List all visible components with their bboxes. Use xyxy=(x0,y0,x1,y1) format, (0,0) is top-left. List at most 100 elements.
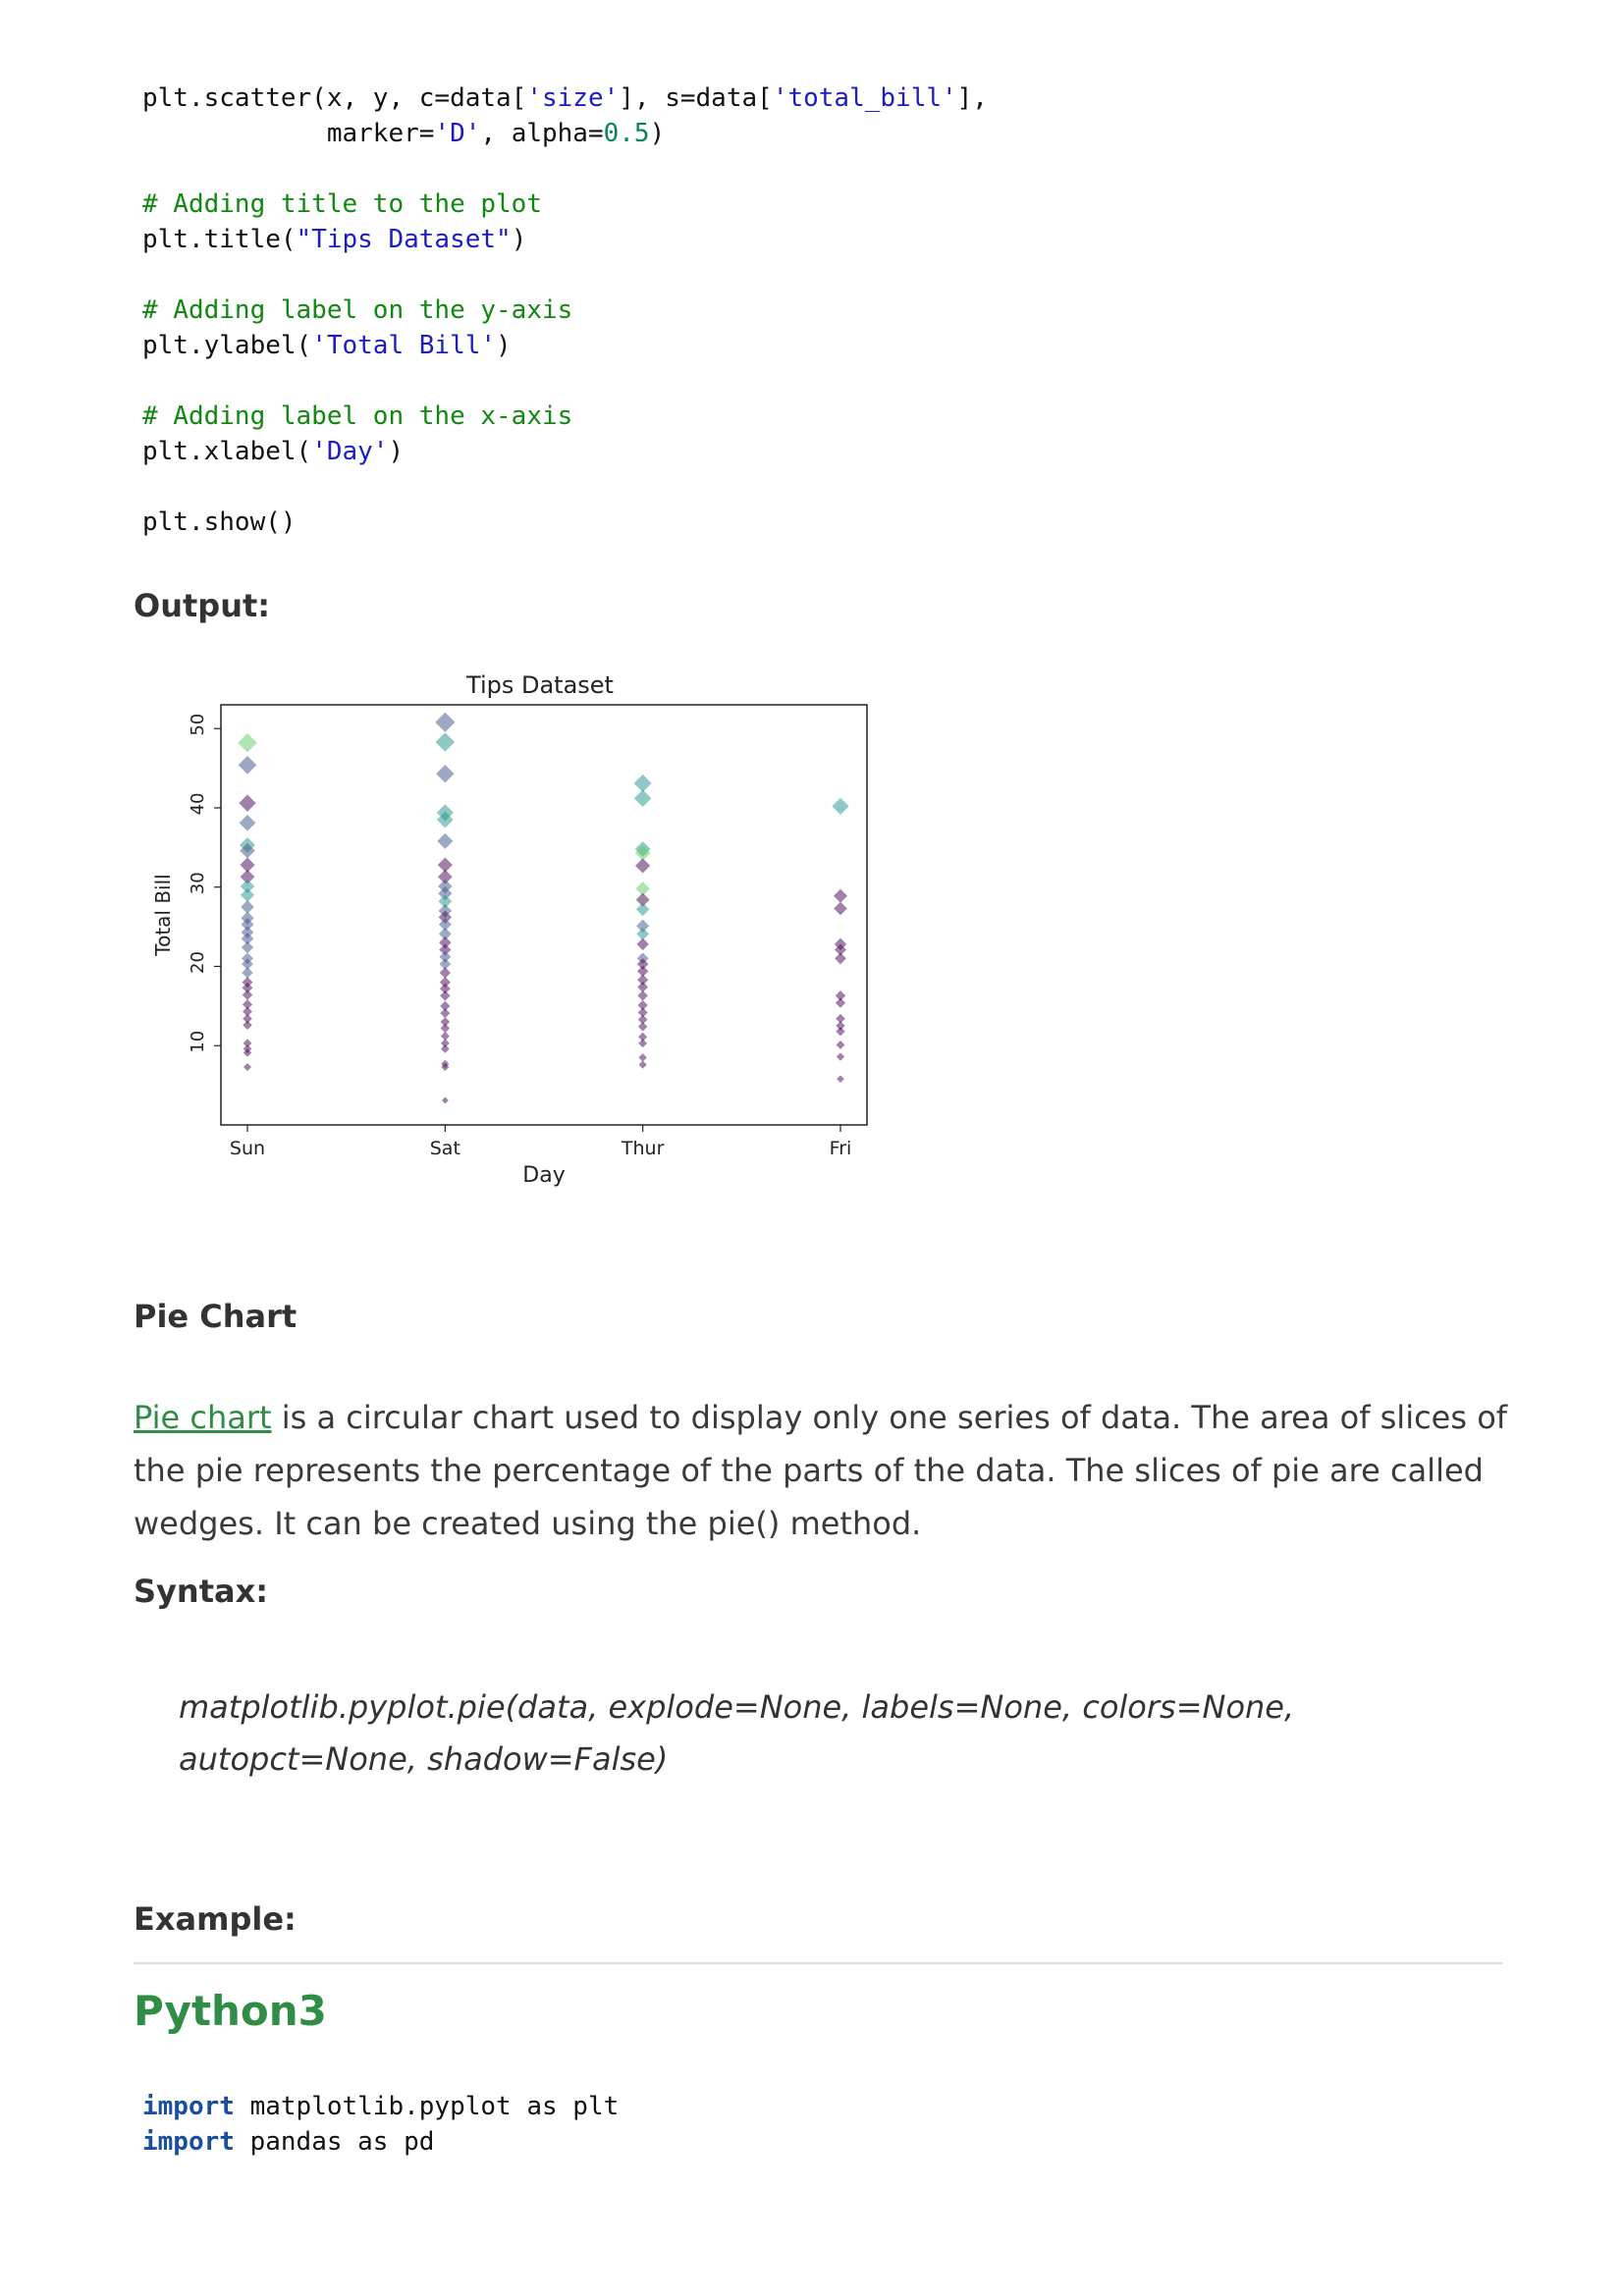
code-string: 'size' xyxy=(526,83,620,113)
scatter-point xyxy=(439,950,452,963)
code-token: pandas as pd xyxy=(234,2127,435,2157)
scatter-point xyxy=(636,928,650,940)
scatter-point xyxy=(438,928,452,940)
code-string: 'D' xyxy=(434,119,481,148)
scatter-point xyxy=(637,990,648,1001)
scatter-point xyxy=(439,967,452,979)
y-tick-label: 20 xyxy=(188,951,208,974)
scatter-point xyxy=(636,965,649,978)
y-tick-label: 40 xyxy=(188,793,208,816)
plot-area xyxy=(220,704,868,1126)
scatter-point xyxy=(436,811,454,828)
scatter-point xyxy=(242,982,253,993)
scatter-point xyxy=(439,977,451,988)
code-string: 'Total Bill' xyxy=(311,331,497,360)
scatter-point xyxy=(440,1008,451,1019)
y-axis-label: Total Bill xyxy=(151,874,175,956)
scatter-point xyxy=(241,918,254,932)
code-token: ], s=data[ xyxy=(619,83,773,113)
scatter-point xyxy=(637,1014,648,1025)
code-token: ], xyxy=(956,83,988,113)
scatter-point xyxy=(238,733,257,753)
code-keyword: import xyxy=(142,2127,235,2157)
scatter-point xyxy=(635,858,651,874)
scatter-point xyxy=(440,1044,450,1053)
code-token: marker= xyxy=(142,119,435,148)
scatter-point xyxy=(835,997,846,1008)
scatter-point xyxy=(438,910,453,925)
scatter-point xyxy=(241,932,254,945)
scatter-point xyxy=(435,712,456,732)
scatter-point xyxy=(635,892,650,907)
example-heading: Example: xyxy=(134,1900,297,1938)
syntax-text: matplotlib.pyplot.pie(data, explode=None… xyxy=(179,1688,1295,1778)
pie-chart-heading: Pie Chart xyxy=(134,1298,298,1335)
y-tick-label: 30 xyxy=(188,872,208,894)
code-token: matplotlib.pyplot as plt xyxy=(234,2092,620,2121)
scatter-point xyxy=(240,842,255,859)
scatter-point xyxy=(439,936,452,949)
output-heading: Output: xyxy=(134,587,271,624)
scatter-chart: Tips Dataset 10 20 30 40 50 Sun Sat Thur Fri Da… xyxy=(151,671,868,1188)
code-comment-ylabel: # Adding label on the y-axis xyxy=(142,295,573,325)
x-tick-label: Fri xyxy=(830,1138,852,1159)
scatter-point xyxy=(241,940,254,954)
code-token: ) xyxy=(388,437,405,466)
x-axis: Sun Sat Thur Fri xyxy=(230,1125,851,1159)
scatter-point xyxy=(243,1048,252,1057)
code-line-xlabel: plt.xlabel('Day') xyxy=(142,434,404,469)
scatter-point xyxy=(440,990,451,1001)
scatter-point xyxy=(435,732,456,752)
divider xyxy=(134,1962,1502,1964)
scatter-point xyxy=(633,789,652,808)
code-comment-title: # Adding title to the plot xyxy=(142,189,542,219)
scatter-point xyxy=(635,881,650,896)
code-token: ) xyxy=(496,331,512,360)
scatter-point xyxy=(437,869,453,884)
code-line-title: plt.title("Tips Dataset") xyxy=(142,222,526,257)
code-string: 'Day' xyxy=(311,437,389,466)
scatter-point xyxy=(242,977,253,988)
scatter-point xyxy=(438,894,453,909)
code-keyword: import xyxy=(142,2092,235,2121)
code-token: plt.ylabel( xyxy=(142,331,312,360)
scatter-point xyxy=(637,999,648,1011)
scatter-point xyxy=(438,918,452,932)
code-string: "Tips Dataset" xyxy=(296,225,512,254)
scatter-point xyxy=(241,926,254,939)
scatter-point xyxy=(438,886,453,901)
scatter-point xyxy=(243,1013,252,1024)
scatter-point xyxy=(836,1013,845,1024)
scatter-point xyxy=(241,900,254,914)
scatter-point xyxy=(635,902,650,917)
scatter-point xyxy=(834,901,847,916)
scatter-point xyxy=(440,1017,451,1027)
scatter-point xyxy=(242,958,253,970)
code-token: ) xyxy=(511,225,527,254)
scatter-point xyxy=(240,857,255,873)
scatter-point xyxy=(836,1041,845,1049)
code-line-import-pandas: import pandas as pd xyxy=(142,2124,434,2160)
code-line-import-matplotlib: import matplotlib.pyplot as plt xyxy=(142,2089,619,2124)
scatter-point xyxy=(441,1096,449,1104)
scatter-point xyxy=(239,814,256,831)
x-tick-label: Sun xyxy=(230,1138,265,1159)
language-label: Python3 xyxy=(134,1987,327,2035)
scatter-point xyxy=(436,765,455,783)
code-token: plt.xlabel( xyxy=(142,437,312,466)
code-token: , alpha= xyxy=(480,119,604,148)
scatter-points xyxy=(238,712,849,1104)
scatter-point xyxy=(637,982,649,992)
pie-chart-description: Pie chart is a circular chart used to di… xyxy=(134,1391,1508,1550)
scatter-point xyxy=(243,1063,252,1072)
scatter-point xyxy=(636,958,649,970)
pie-description-text: is a circular chart used to display only… xyxy=(134,1399,1508,1542)
pie-chart-link[interactable]: Pie chart xyxy=(134,1399,272,1436)
scatter-point xyxy=(836,1052,845,1061)
scatter-point xyxy=(833,888,848,903)
x-axis-label: Day xyxy=(522,1163,565,1188)
y-tick-label: 10 xyxy=(188,1031,208,1053)
scatter-point xyxy=(835,952,846,965)
y-tick-label: 50 xyxy=(188,714,208,736)
chart-title: Tips Dataset xyxy=(465,671,614,699)
